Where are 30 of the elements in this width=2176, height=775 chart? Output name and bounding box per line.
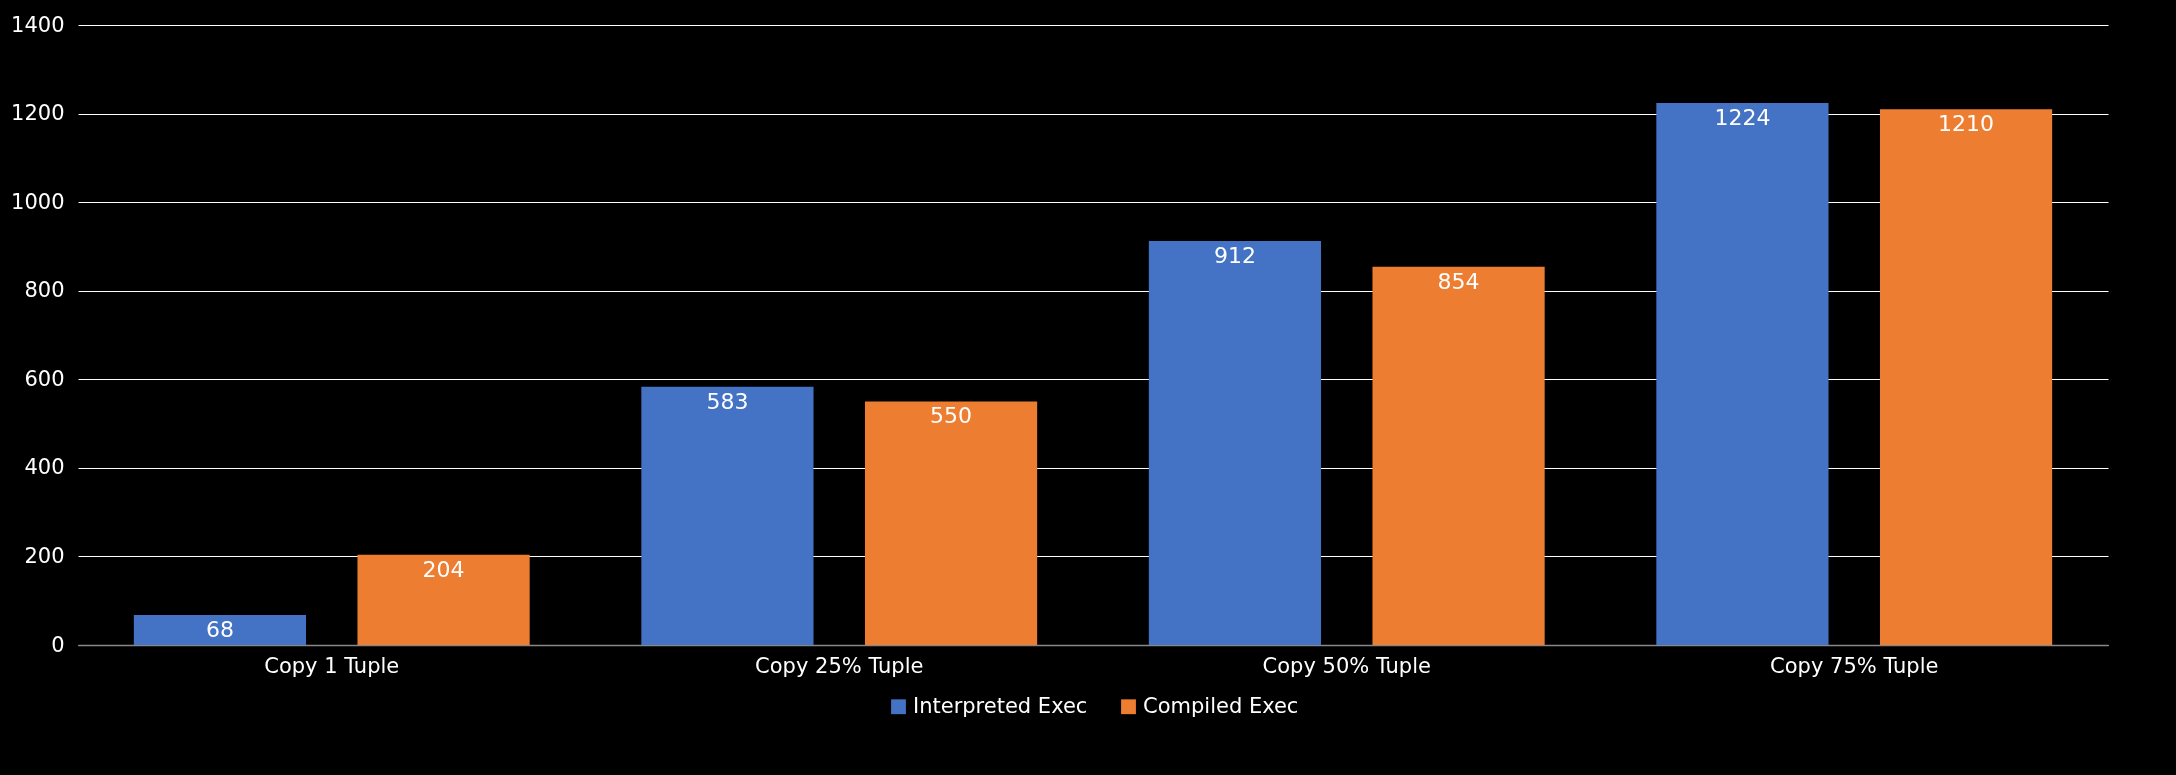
bar xyxy=(641,386,814,645)
x-tick-label: Copy 1 Tuple xyxy=(264,653,400,678)
data-label: 1210 xyxy=(1938,111,1995,137)
bar xyxy=(1879,109,2053,645)
y-tick-label: 200 xyxy=(24,543,65,568)
y-tick-label: 600 xyxy=(24,366,65,391)
bar xyxy=(1148,241,1322,645)
y-tick-label: 1200 xyxy=(11,101,65,126)
legend-label: Interpreted Exec xyxy=(913,693,1088,718)
data-label: 550 xyxy=(930,403,973,429)
x-tick-label: Copy 25% Tuple xyxy=(755,653,924,678)
x-tick-label: Copy 50% Tuple xyxy=(1262,653,1431,678)
bar xyxy=(864,401,1038,645)
bar xyxy=(1372,266,1545,645)
data-label: 912 xyxy=(1213,243,1256,269)
data-label: 204 xyxy=(422,556,465,582)
y-tick-label: 1400 xyxy=(11,12,65,37)
y-tick-label: 1000 xyxy=(11,189,65,214)
bar xyxy=(133,614,307,645)
x-tick-label: Copy 75% Tuple xyxy=(1770,653,1939,678)
y-tick-label: 400 xyxy=(24,455,65,480)
legend-label: Compiled Exec xyxy=(1143,693,1299,718)
data-label: 68 xyxy=(205,616,234,642)
data-label: 1224 xyxy=(1714,104,1771,130)
bar xyxy=(357,554,530,645)
y-tick-label: 0 xyxy=(51,632,65,657)
bar xyxy=(1656,102,1829,645)
data-label: 583 xyxy=(706,388,749,414)
data-label: 854 xyxy=(1437,268,1480,294)
y-tick-label: 800 xyxy=(24,278,65,303)
